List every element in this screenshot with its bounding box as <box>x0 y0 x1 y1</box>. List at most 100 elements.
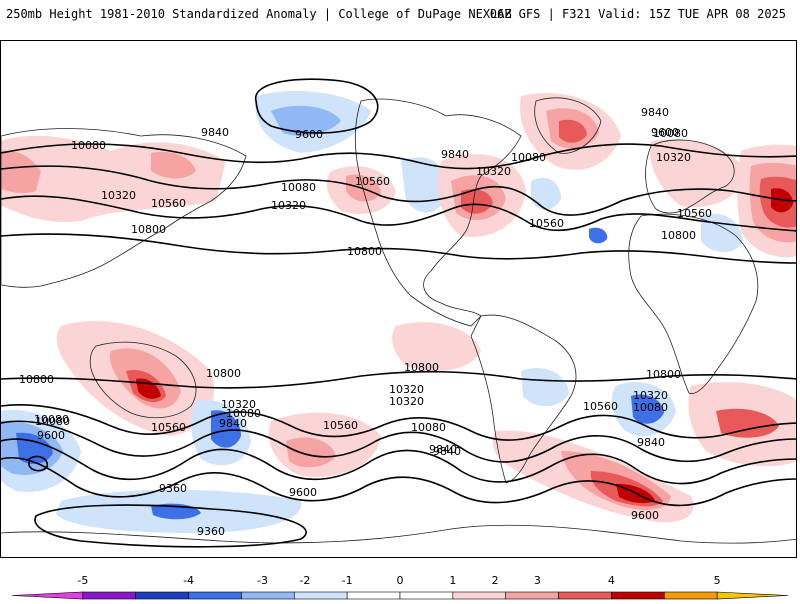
contour-label: 10560 <box>151 421 186 434</box>
anomaly-positive-region <box>716 408 779 438</box>
contour-label: 10320 <box>221 398 256 411</box>
contour-label: 10800 <box>347 245 382 258</box>
contour-label: 10560 <box>583 400 618 413</box>
coastlines <box>1 97 796 544</box>
anomaly-negative-region <box>631 394 664 424</box>
contour-label: 9840 <box>201 126 229 139</box>
contour-label: 10800 <box>19 373 54 386</box>
colorbar-bin <box>293 591 348 600</box>
anomaly-negative-region <box>401 157 449 213</box>
contour-label: 10080 <box>34 413 69 426</box>
coastline-south-america <box>470 314 577 484</box>
contour-label: 9600 <box>651 126 679 139</box>
coastline-antarctica <box>1 524 796 544</box>
contour-label: 10080 <box>71 139 106 152</box>
colorbar-tick-label: -2 <box>299 574 310 587</box>
coastline-africa <box>628 213 759 394</box>
contour-label: 9840 <box>641 106 669 119</box>
contour-label: 10320 <box>389 395 424 408</box>
contour-label: 9600 <box>631 509 659 522</box>
contour-label: 9840 <box>429 443 457 456</box>
height-contour <box>1 195 796 232</box>
colorbar-bin <box>188 591 242 600</box>
contour-label: 10080 <box>511 151 546 164</box>
colorbar-bin <box>716 591 789 600</box>
anomaly-positive-region <box>1 150 41 194</box>
contour-label: 10560 <box>355 175 390 188</box>
height-contour <box>255 78 379 134</box>
contour-label: 10320 <box>389 383 424 396</box>
contour-label: 10320 <box>656 151 691 164</box>
height-contour <box>1 165 796 216</box>
contour-label: 10080 <box>411 421 446 434</box>
colorbar-bin <box>611 591 665 600</box>
colorbar-bin <box>346 591 401 600</box>
colorbar-tick-label: 1 <box>449 574 456 587</box>
anomaly-negative-region <box>701 213 743 253</box>
anomaly-negative-region <box>211 410 241 448</box>
height-contour <box>1 420 796 463</box>
colorbar-tick-label: -4 <box>183 574 194 587</box>
coastline-greenland <box>534 97 602 154</box>
contour-label: 10560 <box>323 419 358 432</box>
anomaly-positive-region <box>286 437 336 468</box>
colorbar-tick-label: -5 <box>77 574 88 587</box>
contour-label: 9840 <box>637 436 665 449</box>
contour-label: 10800 <box>661 229 696 242</box>
colorbar-tick-label: 2 <box>492 574 499 587</box>
contour-label: 10560 <box>151 197 186 210</box>
contour-label: 10320 <box>633 389 668 402</box>
colorbar-tick-label: -3 <box>257 574 268 587</box>
contour-label: 10320 <box>101 189 136 202</box>
contour-label: 9360 <box>159 482 187 495</box>
colorbar-svg: -5 -4 -3 -2 -1 0 1 2 3 4 5 <box>11 574 789 600</box>
contour-label: 9600 <box>295 128 323 141</box>
colorbar-tick-label: 3 <box>534 574 541 587</box>
height-contour <box>1 143 796 170</box>
height-contour <box>1 457 796 507</box>
contour-label: 9360 <box>197 525 225 538</box>
colorbar-bin <box>135 591 189 600</box>
map-svg: 10080 9840 9600 10320 10560 10800 9840 1… <box>1 78 796 548</box>
contour-label: 10080 <box>35 415 70 428</box>
colorbar-bin <box>82 591 137 600</box>
height-contour <box>34 504 307 548</box>
anomaly-negative-region <box>589 227 608 244</box>
colorbar: -5 -4 -3 -2 -1 0 1 2 3 4 5 <box>0 568 800 600</box>
colorbar-bin <box>452 591 507 600</box>
colorbar-bin <box>558 591 612 600</box>
contour-label: 9600 <box>289 486 317 499</box>
map-title: 250mb Height 1981-2010 Standardized Anom… <box>6 7 512 21</box>
anomaly-negative-region <box>16 432 53 465</box>
contour-label: 10800 <box>404 361 439 374</box>
anomaly-positive-region <box>650 139 746 208</box>
contour-label: 10080 <box>633 401 668 414</box>
anomaly-fills <box>1 91 796 533</box>
contour-label: 10320 <box>271 199 306 212</box>
colorbar-tick-label: -1 <box>342 574 353 587</box>
contour-label: 10800 <box>131 223 166 236</box>
contour-label: 10560 <box>529 217 564 230</box>
anomaly-positive-region <box>392 322 481 371</box>
height-contour <box>1 370 796 389</box>
colorbar-bin <box>663 591 718 600</box>
contour-label: 10800 <box>646 368 681 381</box>
colorbar-tick-label: 5 <box>714 574 721 587</box>
anomaly-negative-region <box>531 177 561 210</box>
height-contour <box>28 455 49 472</box>
colorbar-bin <box>399 591 454 600</box>
contour-label: 9840 <box>441 148 469 161</box>
colorbar-bin <box>505 591 559 600</box>
contour-label: 10560 <box>677 207 712 220</box>
model-run-info: 06Z GFS | F321 Valid: 15Z TUE APR 08 202… <box>489 7 786 21</box>
anomaly-positive-region <box>151 151 196 179</box>
height-contour <box>1 438 796 485</box>
contour-label: 9600 <box>37 429 65 442</box>
height-contour <box>1 404 796 441</box>
anomaly-negative-region <box>521 367 569 407</box>
height-contours <box>1 78 796 548</box>
anomaly-positive-region <box>461 189 493 214</box>
colorbar-bin <box>11 591 84 600</box>
anomaly-negative-region <box>271 105 341 136</box>
anomaly-map: 10080 9840 9600 10320 10560 10800 9840 1… <box>0 40 797 558</box>
